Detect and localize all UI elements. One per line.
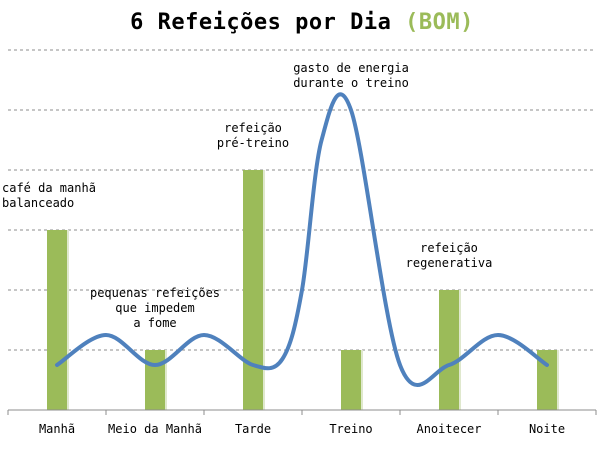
annotation-1: a fome: [133, 316, 176, 330]
bar-edge-2: [263, 170, 265, 410]
x-tick-label: Meio da Manhã: [108, 422, 202, 436]
annotation-3: durante o treino: [293, 76, 409, 90]
x-tick-label: Tarde: [235, 422, 271, 436]
chart-title-main: 6 Refeições por Dia: [130, 10, 392, 35]
annotation-1: pequenas refeições: [90, 286, 220, 300]
x-tick-label: Manhã: [39, 422, 75, 436]
bar-3: [341, 350, 361, 410]
bar-0: [47, 230, 67, 410]
annotation-1: que impedem: [115, 301, 194, 315]
chart-title: 6 Refeições por Dia (BOM): [0, 10, 604, 35]
bar-edge-1: [165, 350, 167, 410]
chart-title-suffix: (BOM): [405, 10, 474, 35]
bar-1: [145, 350, 165, 410]
x-tick-label: Noite: [529, 422, 565, 436]
bar-edge-5: [557, 350, 559, 410]
annotation-4: regenerativa: [406, 256, 493, 270]
bar-4: [439, 290, 459, 410]
annotation-3: gasto de energia: [293, 61, 409, 75]
bar-2: [243, 170, 263, 410]
x-tick-label: Anoitecer: [416, 422, 481, 436]
bar-edge-3: [361, 350, 363, 410]
annotation-2: refeição: [224, 121, 282, 135]
annotation-0: café da manhã: [2, 181, 96, 195]
bar-edge-0: [67, 230, 69, 410]
bar-5: [537, 350, 557, 410]
energy-line: [55, 92, 549, 388]
x-tick-label: Treino: [329, 422, 372, 436]
annotation-0: balanceado: [2, 196, 74, 210]
bar-edge-4: [459, 290, 461, 410]
annotation-2: pré-treino: [217, 136, 289, 150]
annotation-4: refeição: [420, 241, 478, 255]
